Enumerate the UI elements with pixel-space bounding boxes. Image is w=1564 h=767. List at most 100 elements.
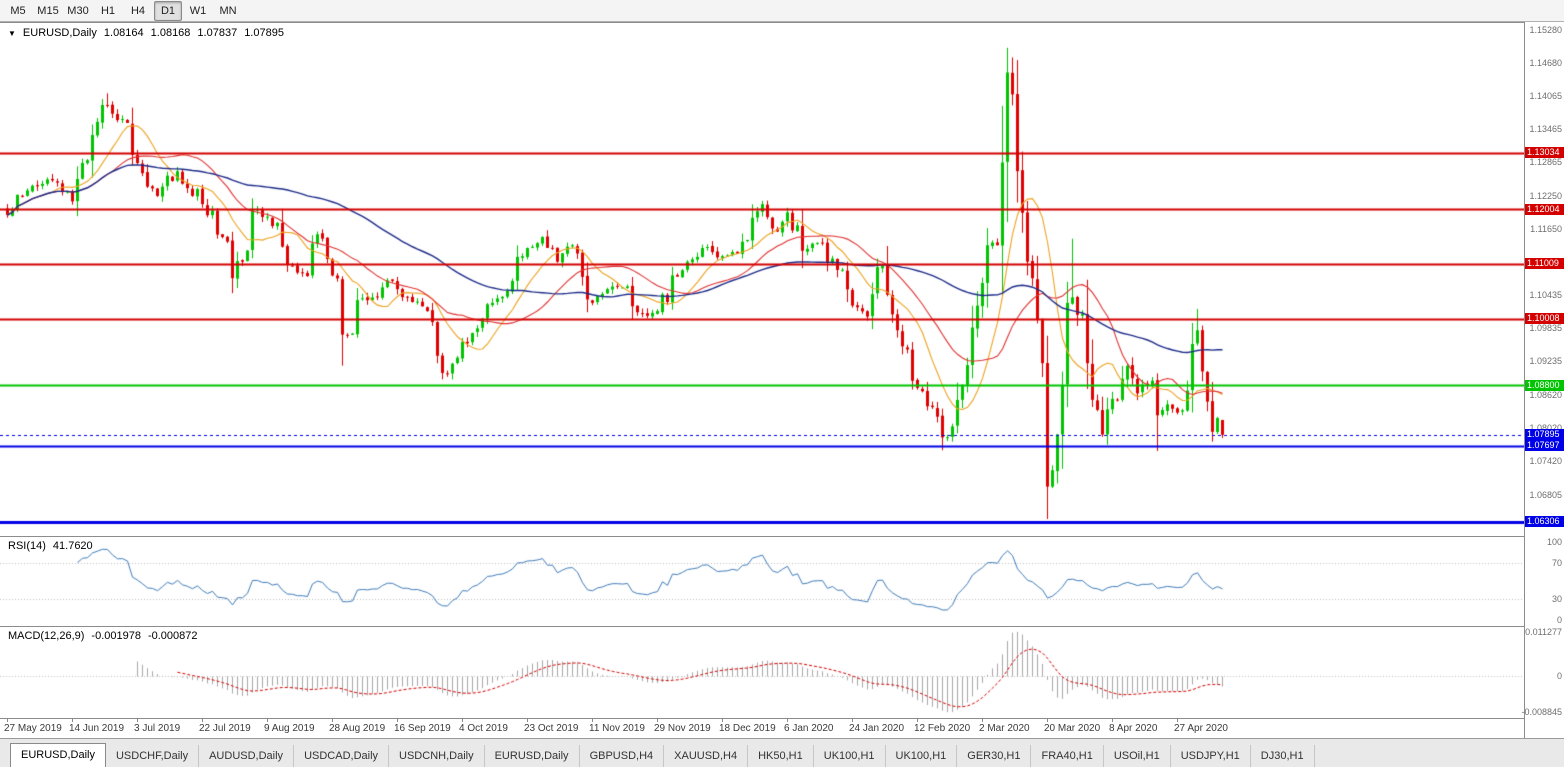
- rsi-name: RSI(14): [8, 540, 46, 552]
- date-label: 24 Jan 2020: [849, 723, 905, 734]
- timeframe-button-mn[interactable]: MN: [219, 4, 237, 17]
- macd-value-signal: -0.000872: [147, 630, 198, 642]
- chart-ohlc-header: ▼ EURUSD,Daily 1.08164 1.08168 1.07837 1…: [8, 27, 284, 40]
- pane-separator-macd[interactable]: [0, 626, 1564, 627]
- chart-tab-audusd-daily[interactable]: AUDUSD,Daily: [199, 745, 295, 767]
- rsi-pane-canvas[interactable]: [0, 536, 1524, 626]
- date-label: 12 Feb 2020: [914, 723, 971, 734]
- time-tick: [397, 719, 398, 722]
- price-tick-label: 30: [1551, 593, 1562, 604]
- rsi-indicator-label: RSI(14) 41.7620: [8, 540, 93, 552]
- price-tick-label: 1.10435: [1529, 290, 1562, 301]
- macd-indicator-label: MACD(12,26,9) -0.001978 -0.000872: [8, 630, 198, 642]
- price-tick-label: 1.14065: [1529, 91, 1562, 102]
- date-label: 3 Jul 2019: [134, 723, 181, 734]
- chart-tab-hk50-h1[interactable]: HK50,H1: [748, 745, 814, 767]
- time-tick: [1047, 719, 1048, 722]
- price-tick-label: 100: [1546, 537, 1562, 547]
- date-label: 6 Jan 2020: [784, 723, 834, 734]
- timeframe-button-d1[interactable]: D1: [154, 0, 182, 21]
- price-tick-label: 1.14680: [1529, 57, 1562, 68]
- date-label: 11 Nov 2019: [589, 723, 645, 734]
- time-tick: [592, 719, 593, 722]
- chart-tab-xauusd-h4[interactable]: XAUUSD,H4: [664, 745, 749, 767]
- date-label: 16 Sep 2019: [394, 723, 451, 734]
- date-label: 23 Oct 2019: [524, 723, 579, 734]
- pane-separator-rsi[interactable]: [0, 536, 1564, 537]
- timeframe-button-m5[interactable]: M5: [10, 4, 26, 17]
- chart-tab-gbpusd-h4[interactable]: GBPUSD,H4: [580, 745, 665, 767]
- time-tick: [722, 719, 723, 722]
- date-label: 27 May 2019: [4, 723, 62, 734]
- price-tick-label: 1.15280: [1529, 24, 1562, 35]
- date-label: 27 Apr 2020: [1174, 723, 1228, 734]
- chart-tab-usdchf-daily[interactable]: USDCHF,Daily: [106, 745, 200, 767]
- ohlc-high: 1.08168: [150, 27, 191, 39]
- ohlc-low: 1.07837: [197, 27, 238, 39]
- time-tick: [72, 719, 73, 722]
- timeframe-button-m15[interactable]: M15: [37, 4, 59, 17]
- date-label: 4 Oct 2019: [459, 723, 508, 734]
- price-tick-label: 1.08620: [1529, 390, 1562, 401]
- ohlc-close: 1.07895: [244, 27, 284, 39]
- time-tick: [527, 719, 528, 722]
- time-axis[interactable]: 27 May 2019 14 Jun 2019 3 Jul 2019 22 Jul 2…: [0, 719, 1524, 738]
- level-price-label: 1.10008: [1525, 313, 1564, 325]
- time-tick: [1177, 719, 1178, 722]
- time-tick: [657, 719, 658, 722]
- time-tick: [982, 719, 983, 722]
- date-label: 29 Nov 2019: [654, 723, 711, 734]
- price-tick-label: 0.011277: [1525, 627, 1562, 637]
- date-label: 8 Apr 2020: [1109, 723, 1158, 734]
- chart-tab-uk100-h1[interactable]: UK100,H1: [886, 745, 958, 767]
- pane-separator: [0, 22, 1564, 23]
- collapse-icon[interactable]: ▼: [8, 29, 16, 38]
- rsi-value: 41.7620: [52, 540, 93, 552]
- chart-tab-eurusd-daily[interactable]: EURUSD,Daily: [485, 745, 580, 767]
- price-tick-label: 1.09235: [1529, 356, 1562, 367]
- chart-tabs-bar: EURUSD,Daily USDCHF,Daily AUDUSD,Daily USDC…: [0, 738, 1564, 767]
- pane-separator-timeaxis: [0, 718, 1564, 719]
- price-axis[interactable]: 1.15280 1.14680 1.14065 1.13465 1.12865 1.122…: [1521, 22, 1564, 738]
- chart-tab-eurusd-daily[interactable]: EURUSD,Daily: [10, 743, 106, 767]
- price-tick-label: 1.09835: [1529, 323, 1562, 334]
- chart-tab-usdjpy-h1[interactable]: USDJPY,H1: [1171, 745, 1251, 767]
- chart-symbol-label: EURUSD,Daily: [22, 27, 97, 39]
- timeframe-button-w1[interactable]: W1: [189, 4, 207, 17]
- chart-tab-usoil-h1[interactable]: USOil,H1: [1104, 745, 1171, 767]
- price-tick-label: 0: [1556, 670, 1562, 681]
- level-price-label: 1.07697: [1525, 440, 1564, 452]
- date-label: 14 Jun 2019: [69, 723, 125, 734]
- date-label: 2 Mar 2020: [979, 723, 1030, 734]
- chart-tab-fra40-h1[interactable]: FRA40,H1: [1031, 745, 1104, 767]
- date-label: 28 Aug 2019: [329, 723, 386, 734]
- price-tick-label: 1.08020: [1529, 422, 1562, 433]
- time-tick: [202, 719, 203, 722]
- time-tick: [917, 719, 918, 722]
- time-tick: [462, 719, 463, 722]
- time-tick: [7, 719, 8, 722]
- level-price-label: 1.12004: [1525, 203, 1564, 215]
- time-tick: [332, 719, 333, 722]
- timeframe-button-m30[interactable]: M30: [67, 4, 89, 17]
- chart-tab-usdcad-daily[interactable]: USDCAD,Daily: [294, 745, 390, 767]
- date-label: 9 Aug 2019: [264, 723, 315, 734]
- chart-tab-dj30-h1[interactable]: DJ30,H1: [1251, 745, 1315, 767]
- date-label: 20 Mar 2020: [1044, 723, 1101, 734]
- date-label: 18 Dec 2019: [719, 723, 776, 734]
- chart-tab-usdcnh-daily[interactable]: USDCNH,Daily: [389, 745, 485, 767]
- macd-pane-canvas[interactable]: [0, 626, 1524, 718]
- time-tick: [1112, 719, 1113, 722]
- level-price-label: 1.13034: [1525, 147, 1564, 159]
- price-chart-canvas[interactable]: [0, 22, 1524, 536]
- date-label: 22 Jul 2019: [199, 723, 251, 734]
- macd-name: MACD(12,26,9): [8, 630, 85, 642]
- chart-tab-uk100-h1[interactable]: UK100,H1: [814, 745, 886, 767]
- timeframe-button-h4[interactable]: H4: [130, 4, 146, 17]
- level-price-label: 1.06306: [1525, 516, 1564, 528]
- chart-tab-ger30-h1[interactable]: GER30,H1: [957, 745, 1032, 767]
- price-tick-label: 1.11650: [1530, 223, 1562, 234]
- timeframe-button-h1[interactable]: H1: [100, 4, 116, 17]
- time-tick: [852, 719, 853, 722]
- time-tick: [787, 719, 788, 722]
